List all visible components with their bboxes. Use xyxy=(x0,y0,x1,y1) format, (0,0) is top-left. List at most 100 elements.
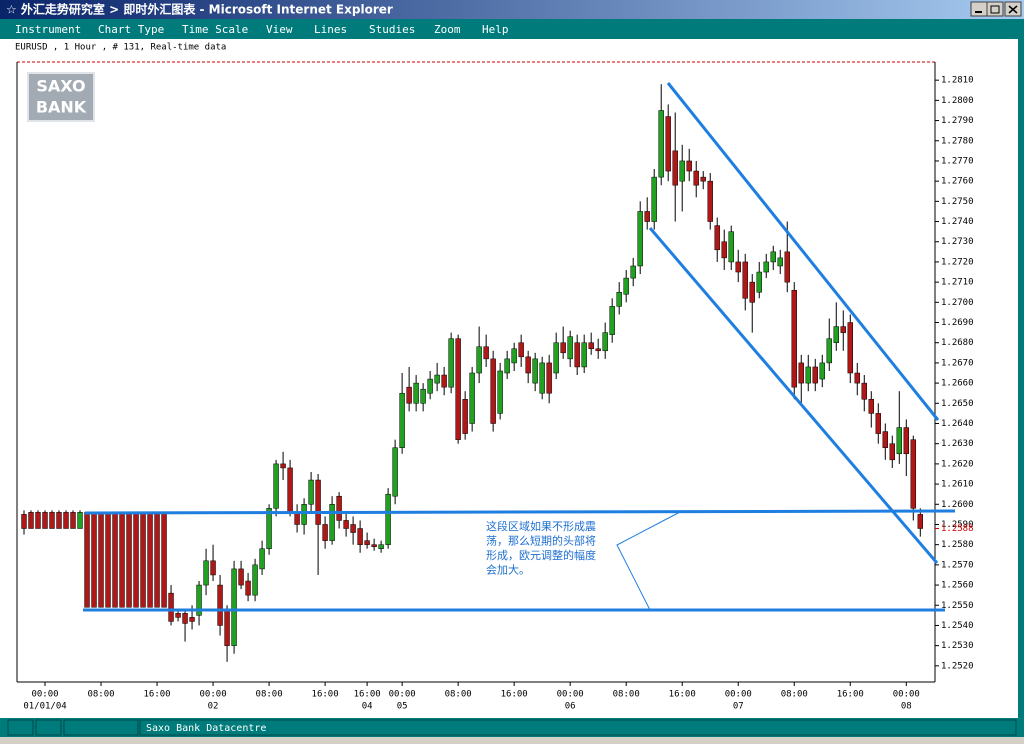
candle-body xyxy=(287,467,293,513)
status-text: Saxo Bank Datacentre xyxy=(146,723,266,734)
candle-body xyxy=(168,592,174,622)
x-tick-label: 00:00 xyxy=(725,690,752,700)
x-tick-label: 16:00 xyxy=(501,690,528,700)
candle-body xyxy=(504,358,510,374)
candle-body xyxy=(147,512,153,608)
candle-body xyxy=(665,116,671,172)
candle-body xyxy=(371,544,377,547)
menu-item[interactable]: Chart Type xyxy=(98,23,164,36)
candle-body xyxy=(280,463,286,469)
candle-body xyxy=(217,584,223,626)
candle-body xyxy=(840,326,846,333)
candle-body xyxy=(196,584,202,616)
candle-body xyxy=(868,399,874,414)
candle-body xyxy=(714,225,720,251)
x-tick-label: 08:00 xyxy=(781,690,808,700)
x-tick-label: 16:00 xyxy=(837,690,864,700)
candle-body xyxy=(553,342,559,374)
x-tick-date: 07 xyxy=(733,702,744,712)
candle-body xyxy=(441,374,447,388)
candle-body xyxy=(882,431,888,448)
menu-item[interactable]: Instrument xyxy=(15,23,81,36)
icon xyxy=(1008,5,1018,14)
annotation-line: 荡，那么短期的头部将 xyxy=(486,534,596,548)
candle-body xyxy=(672,150,678,186)
candle-body xyxy=(889,443,895,461)
candle-body xyxy=(700,176,706,182)
candle-body xyxy=(378,544,384,549)
candle-body xyxy=(686,160,692,172)
x-tick-label: 16:00 xyxy=(354,690,381,700)
menu-item[interactable]: Studies xyxy=(369,23,415,36)
y-tick-label: 1.2580 xyxy=(941,540,974,550)
info-line: EURUSD , 1 Hour , # 131, Real-time data xyxy=(15,43,226,53)
y-tick-label: 1.2640 xyxy=(941,419,974,429)
candle-body xyxy=(483,346,489,360)
candle-body xyxy=(420,388,426,404)
candle-body xyxy=(812,366,818,384)
candle-body xyxy=(826,338,832,364)
icon xyxy=(990,5,1000,14)
y-tick-label: 1.2720 xyxy=(941,257,974,267)
candle-body xyxy=(651,176,657,222)
candle-body xyxy=(350,524,356,533)
candle-body xyxy=(189,617,195,622)
y-tick-label: 1.2590 xyxy=(941,520,974,530)
x-tick-date: 04 xyxy=(362,702,373,712)
y-tick-label: 1.2670 xyxy=(941,358,974,368)
candle-body xyxy=(434,374,440,384)
candle-body xyxy=(140,512,146,608)
candle-body xyxy=(126,512,132,608)
x-tick-label: 00:00 xyxy=(557,690,584,700)
candle-body xyxy=(595,348,601,352)
candle-body xyxy=(203,560,209,586)
candle-body xyxy=(91,512,97,608)
candle-body xyxy=(343,520,349,529)
y-tick-label: 1.2740 xyxy=(941,217,974,227)
y-tick-label: 1.2550 xyxy=(941,601,974,611)
candle-body xyxy=(581,342,587,368)
candle-body xyxy=(574,342,580,368)
candle-body xyxy=(490,358,496,424)
candle-body xyxy=(70,512,76,529)
minimize-button[interactable] xyxy=(970,1,988,17)
x-tick-date: 01/01/04 xyxy=(23,702,66,712)
window-buttons[interactable] xyxy=(970,1,1022,17)
y-tick-label: 1.2680 xyxy=(941,338,974,348)
status-cell xyxy=(63,719,139,736)
y-tick-label: 1.2530 xyxy=(941,641,974,651)
x-tick-label: 08:00 xyxy=(87,690,114,700)
candle-body xyxy=(847,322,853,374)
menu-item[interactable]: Zoom xyxy=(434,23,461,36)
restore-button[interactable] xyxy=(986,1,1004,17)
menu-item[interactable]: Help xyxy=(482,23,509,36)
candle-body xyxy=(777,257,783,267)
candle-body xyxy=(896,427,902,455)
y-tick-label: 1.2560 xyxy=(941,581,974,591)
candle-body xyxy=(462,399,468,434)
annotation-line: 会加大。 xyxy=(486,563,530,577)
menu-item[interactable]: Lines xyxy=(314,23,347,36)
candle-body xyxy=(616,291,622,307)
callout-line xyxy=(616,511,681,611)
x-tick-label: 08:00 xyxy=(613,690,640,700)
candle-body xyxy=(357,528,363,545)
candle-body xyxy=(630,265,636,279)
annotation-line: 形成，欧元调整的幅度 xyxy=(486,548,596,562)
x-tick-label: 16:00 xyxy=(669,690,696,700)
status-icon[interactable] xyxy=(35,719,62,736)
menu-item[interactable]: View xyxy=(266,23,293,36)
candle-body xyxy=(364,540,370,545)
annotation-line: 这段区域如果不形成震 xyxy=(486,519,596,533)
candle-body xyxy=(329,504,335,541)
candle-body xyxy=(903,427,909,455)
logo-text: BANK xyxy=(36,98,87,117)
title-bar xyxy=(0,0,1024,19)
candle-body xyxy=(238,568,244,586)
candle-body xyxy=(406,386,412,404)
x-tick-date: 08 xyxy=(901,702,912,712)
menu-item[interactable]: Time Scale xyxy=(182,23,248,36)
status-icon[interactable] xyxy=(7,719,34,736)
